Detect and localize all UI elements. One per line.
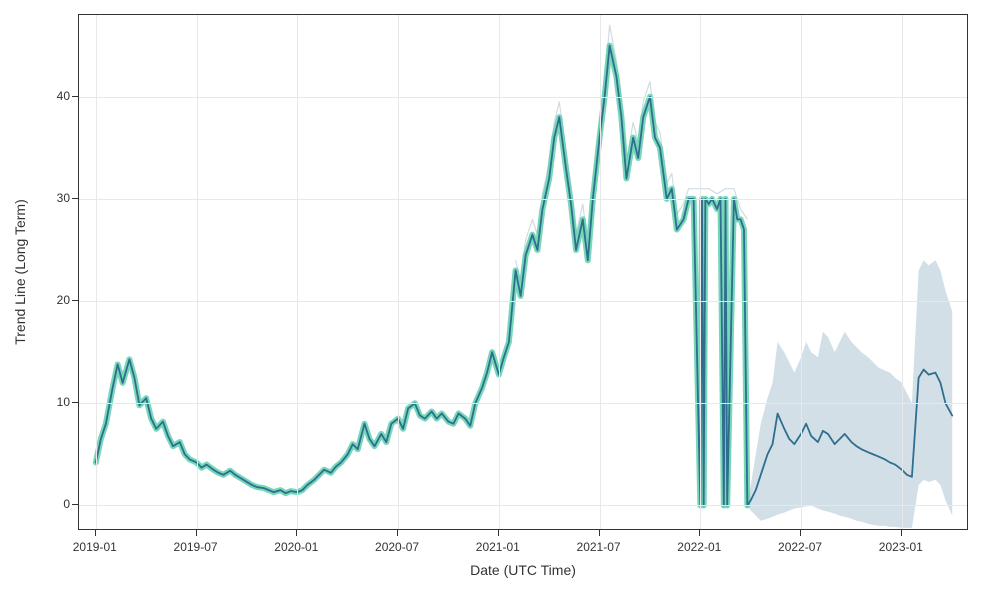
- x-tick-label: 2021-01: [476, 540, 520, 554]
- grid-line-vertical: [600, 15, 601, 529]
- grid-line-vertical: [96, 15, 97, 529]
- y-tick-mark: [72, 198, 78, 199]
- grid-line-vertical: [398, 15, 399, 529]
- grid-line-vertical: [801, 15, 802, 529]
- x-tick-mark: [95, 530, 96, 536]
- x-tick-label: 2019-07: [174, 540, 218, 554]
- grid-line-vertical: [700, 15, 701, 529]
- y-tick-mark: [72, 402, 78, 403]
- y-tick-label: 40: [48, 89, 70, 103]
- y-tick-mark: [72, 504, 78, 505]
- x-tick-mark: [498, 530, 499, 536]
- grid-line-horizontal: [79, 301, 967, 302]
- grid-line-horizontal: [79, 97, 967, 98]
- y-axis-label: Trend Line (Long Term): [12, 199, 28, 345]
- x-tick-mark: [699, 530, 700, 536]
- grid-line-vertical: [902, 15, 903, 529]
- x-tick-mark: [599, 530, 600, 536]
- grid-line-horizontal: [79, 403, 967, 404]
- x-tick-label: 2020-01: [274, 540, 318, 554]
- x-tick-mark: [296, 530, 297, 536]
- y-tick-mark: [72, 300, 78, 301]
- plot-area: [78, 14, 968, 530]
- grid-line-vertical: [197, 15, 198, 529]
- trend-halo-line: [96, 46, 748, 506]
- x-tick-mark: [397, 530, 398, 536]
- x-tick-mark: [800, 530, 801, 536]
- plot-svg: [79, 15, 969, 531]
- x-tick-label: 2022-01: [677, 540, 721, 554]
- x-axis-label: Date (UTC Time): [470, 562, 576, 578]
- y-tick-label: 0: [48, 497, 70, 511]
- x-tick-mark: [901, 530, 902, 536]
- grid-line-horizontal: [79, 199, 967, 200]
- grid-line-horizontal: [79, 505, 967, 506]
- y-tick-mark: [72, 96, 78, 97]
- trend-line-chart: Date (UTC Time) Trend Line (Long Term) 2…: [0, 0, 989, 590]
- y-tick-label: 30: [48, 191, 70, 205]
- y-tick-label: 20: [48, 293, 70, 307]
- x-tick-label: 2021-07: [577, 540, 621, 554]
- grid-line-vertical: [499, 15, 500, 529]
- grid-line-vertical: [297, 15, 298, 529]
- x-tick-label: 2019-01: [73, 540, 117, 554]
- x-tick-label: 2020-07: [375, 540, 419, 554]
- y-tick-label: 10: [48, 395, 70, 409]
- x-tick-mark: [196, 530, 197, 536]
- x-tick-label: 2022-07: [778, 540, 822, 554]
- x-tick-label: 2023-01: [879, 540, 923, 554]
